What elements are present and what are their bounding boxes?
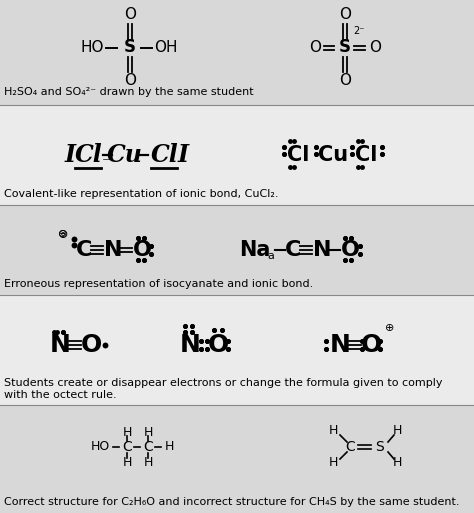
Text: N: N <box>313 240 331 260</box>
Text: 2⁻: 2⁻ <box>353 27 365 36</box>
Text: Erroneous representation of isocyanate and ionic bond.: Erroneous representation of isocyanate a… <box>4 279 313 289</box>
Text: Cl: Cl <box>75 143 103 167</box>
Text: N: N <box>104 240 122 260</box>
Bar <box>0 205 474 295</box>
Text: I: I <box>177 143 189 167</box>
Text: Cu: Cu <box>318 145 348 165</box>
Text: H: H <box>328 457 337 469</box>
Bar <box>0 295 474 405</box>
Text: C: C <box>143 440 153 454</box>
Text: O: O <box>124 7 136 22</box>
Text: Covalent-like representation of ionic bond, CuCl₂.: Covalent-like representation of ionic bo… <box>4 189 279 199</box>
Text: Correct structure for C₂H₆O and incorrect structure for CH₄S by the same student: Correct structure for C₂H₆O and incorrec… <box>4 497 459 507</box>
Text: N: N <box>329 333 350 357</box>
Bar <box>0 105 474 205</box>
Text: O: O <box>360 333 382 357</box>
Text: Cl: Cl <box>151 143 179 167</box>
Text: H: H <box>143 425 153 439</box>
Text: Cl: Cl <box>287 145 309 165</box>
Text: O: O <box>124 73 136 88</box>
Text: C: C <box>285 240 301 260</box>
Text: O: O <box>340 240 359 260</box>
Text: C: C <box>76 240 92 260</box>
Text: O: O <box>207 333 228 357</box>
Text: S: S <box>124 38 136 56</box>
Text: Cu: Cu <box>107 143 143 167</box>
Text: N: N <box>50 333 71 357</box>
Text: ⊕: ⊕ <box>385 323 395 333</box>
Text: a: a <box>267 251 274 261</box>
Text: ⊖: ⊖ <box>58 229 68 239</box>
Text: O: O <box>369 40 381 55</box>
Text: H: H <box>392 457 401 469</box>
Text: with the octect rule.: with the octect rule. <box>4 390 117 400</box>
Text: O: O <box>81 333 101 357</box>
Text: O: O <box>339 7 351 22</box>
Text: S: S <box>375 440 384 454</box>
Text: O: O <box>309 40 321 55</box>
Text: H₂SO₄ and SO₄²⁻ drawn by the same student: H₂SO₄ and SO₄²⁻ drawn by the same studen… <box>4 87 254 97</box>
Text: H: H <box>122 456 132 468</box>
Text: Students create or disappear electrons or change the formula given to comply: Students create or disappear electrons o… <box>4 378 443 388</box>
Text: H: H <box>122 425 132 439</box>
Text: HO: HO <box>91 441 109 453</box>
Text: O: O <box>133 240 152 260</box>
Text: Na: Na <box>239 240 271 260</box>
Text: HO: HO <box>80 40 104 55</box>
Text: H: H <box>392 424 401 438</box>
Text: ⊚: ⊚ <box>58 227 68 241</box>
Text: I: I <box>64 143 75 167</box>
Text: C: C <box>122 440 132 454</box>
Text: H: H <box>164 441 173 453</box>
Text: N: N <box>180 333 201 357</box>
Bar <box>0 405 474 513</box>
Text: Cl: Cl <box>355 145 377 165</box>
Text: S: S <box>339 38 351 56</box>
Bar <box>0 0 474 105</box>
Text: C: C <box>345 440 355 454</box>
Text: H: H <box>143 456 153 468</box>
Text: O: O <box>339 73 351 88</box>
Text: OH: OH <box>154 40 178 55</box>
Text: H: H <box>328 424 337 438</box>
